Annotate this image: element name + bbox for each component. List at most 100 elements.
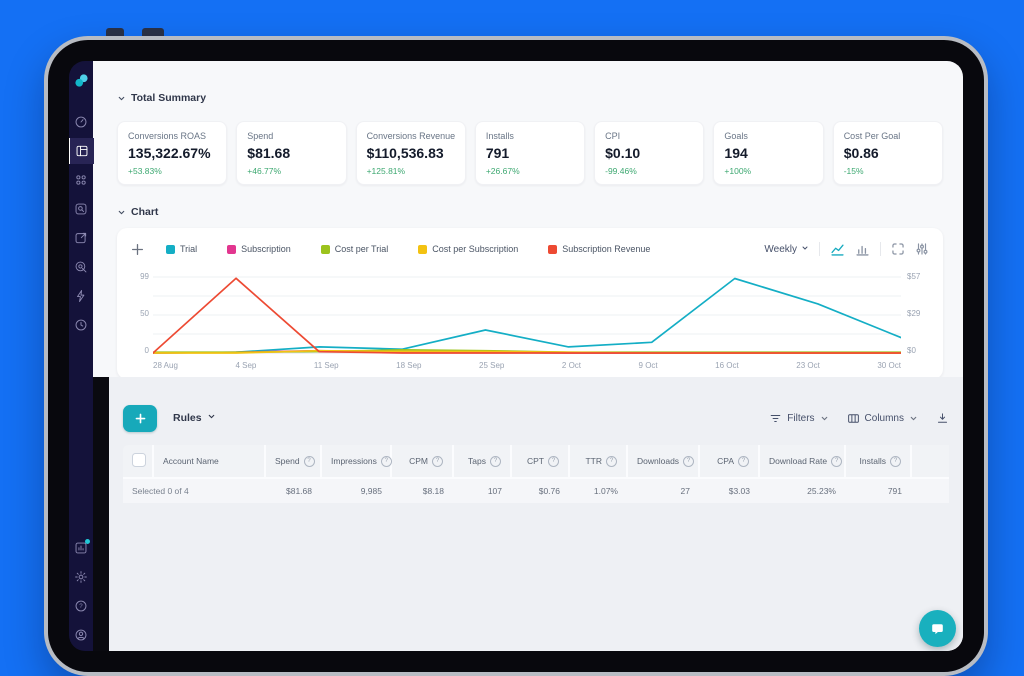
legend-item[interactable]: Cost per Trial [320,244,388,254]
metric-card: Conversions ROAS 135,322.67% +53.83% [117,121,228,185]
col-cpt[interactable]: CPT? [510,445,569,479]
sidebar-item-export-icon[interactable] [69,225,93,251]
sidebar-item-account-icon[interactable] [69,622,93,648]
metric-delta: +46.77% [247,166,282,176]
info-icon: ? [831,455,843,467]
col-ttr[interactable]: TTR? [568,445,627,479]
chart-legend: Trial Subscription Cost per Trial Cost p… [166,244,650,254]
col-spend[interactable]: Spend? [264,445,321,479]
axis-tick: 99 [140,272,149,281]
info-icon: ? [490,455,501,467]
divider [819,242,820,256]
sidebar-item-quick-actions-icon[interactable] [69,283,93,309]
chart-settings-sliders-icon[interactable] [915,242,929,256]
col-downloads[interactable]: Downloads? [626,445,699,479]
right-axis: $57 $29 $0 [901,272,929,357]
info-icon: ? [683,455,695,467]
info-icon: ? [738,455,749,467]
total-summary-header[interactable]: Total Summary [117,91,943,105]
col-spacer [910,445,949,479]
period-select[interactable]: Weekly [764,244,809,255]
legend-swatch [227,244,237,254]
columns-button[interactable]: Columns [847,412,918,425]
x-tick: 28 Aug [153,361,178,370]
summary-cards: Conversions ROAS 135,322.67% +53.83% Spend… [117,121,943,185]
x-tick: 9 Oct [638,361,658,370]
col-cpm[interactable]: CPM? [390,445,453,479]
sidebar-item-help-icon[interactable]: ? [69,593,93,619]
sum-download-rate: 25.23% [759,478,845,503]
notification-dot [85,539,90,544]
rules-dropdown[interactable]: Rules [173,412,216,424]
axis-tick: $29 [907,309,921,318]
metric-delta: +125.81% [366,166,406,176]
chevron-down-icon [909,414,918,423]
col-taps[interactable]: Taps? [452,445,511,479]
add-metric-icon[interactable] [131,243,144,256]
metric-card: Cost Per Goal $0.86 -15% [832,121,943,185]
chart-header[interactable]: Chart [117,205,943,219]
selected-count: Selected 0 of 4 [123,478,265,503]
chat-icon [932,624,943,635]
metric-label: CPI [605,131,621,141]
legend-item[interactable]: Subscription Revenue [548,244,650,254]
col-account-name[interactable]: Account Name [152,445,265,479]
chevron-down-icon [820,414,829,423]
chat-widget-button[interactable] [919,610,956,647]
metric-card: Goals 194 +100% [713,121,824,185]
legend-swatch [320,244,330,254]
app-logo-icon[interactable] [74,73,89,93]
legend-item[interactable]: Cost per Subscription [418,244,518,254]
accounts-table: Account Name Spend? Impressions? CPM? Ta… [123,445,949,503]
x-tick: 2 Oct [561,361,582,370]
metric-card: Installs 791 +26.67% [474,121,586,185]
section-title: Total Summary [131,92,207,104]
metric-delta: +53.83% [128,166,162,176]
col-installs[interactable]: Installs? [844,445,911,479]
sidebar-item-settings-icon[interactable] [69,564,93,590]
sidebar-item-dashboard-icon[interactable] [69,109,93,135]
chart-svg [153,276,901,354]
info-icon: ? [548,455,559,467]
chart-panel: Trial Subscription Cost per Trial Cost p… [117,228,943,379]
line-chart-view-icon[interactable] [830,242,845,257]
rules-label: Rules [173,412,202,424]
section-title: Chart [131,206,159,218]
bar-chart-view-icon[interactable] [855,242,870,257]
select-all-header[interactable] [123,445,153,479]
metric-card: Conversions Revenue $110,536.83 +125.81% [355,121,466,185]
x-tick: 23 Oct [796,361,820,370]
checkbox[interactable] [132,453,146,467]
marketing-canvas: { "summary": { "title": "Total Summary",… [44,28,988,676]
metric-card: Spend $81.68 +46.77% [236,121,347,185]
axis-tick: $57 [907,272,921,281]
columns-icon [847,413,859,423]
legend-item[interactable]: Trial [166,244,197,254]
legend-item[interactable]: Subscription [227,244,291,254]
sidebar-item-campaigns-icon[interactable] [69,138,94,164]
sum-ttr: 1.07% [569,478,627,503]
svg-text:?: ? [79,603,83,610]
sidebar-item-goals-icon[interactable] [69,254,93,280]
metric-value: $0.86 [843,145,879,161]
col-impressions[interactable]: Impressions? [320,445,392,479]
sum-installs: 791 [845,478,911,503]
x-tick: 11 Sep [313,361,339,370]
x-axis: 28 Aug 4 Sep 11 Sep 18 Sep 25 Sep 2 Oct … [153,361,901,370]
sidebar-item-history-icon[interactable] [69,312,93,338]
sum-cpm: $8.18 [391,478,453,503]
add-rule-button[interactable] [123,404,157,432]
metric-label: Conversions Revenue [366,131,455,141]
sum-impressions: 9,985 [321,478,391,503]
sidebar-item-automations-icon[interactable] [69,167,93,193]
sidebar-item-keywords-search-icon[interactable] [69,196,93,222]
legend-swatch [418,244,428,254]
filters-button[interactable]: Filters [769,412,828,425]
col-download-rate[interactable]: Download Rate? [758,445,845,479]
col-cpa[interactable]: CPA? [698,445,759,479]
download-button[interactable] [936,412,949,425]
fullscreen-icon[interactable] [891,242,905,256]
period-value: Weekly [764,243,797,255]
x-tick: 25 Sep [479,361,505,370]
sidebar-item-reports-icon[interactable] [69,535,93,561]
